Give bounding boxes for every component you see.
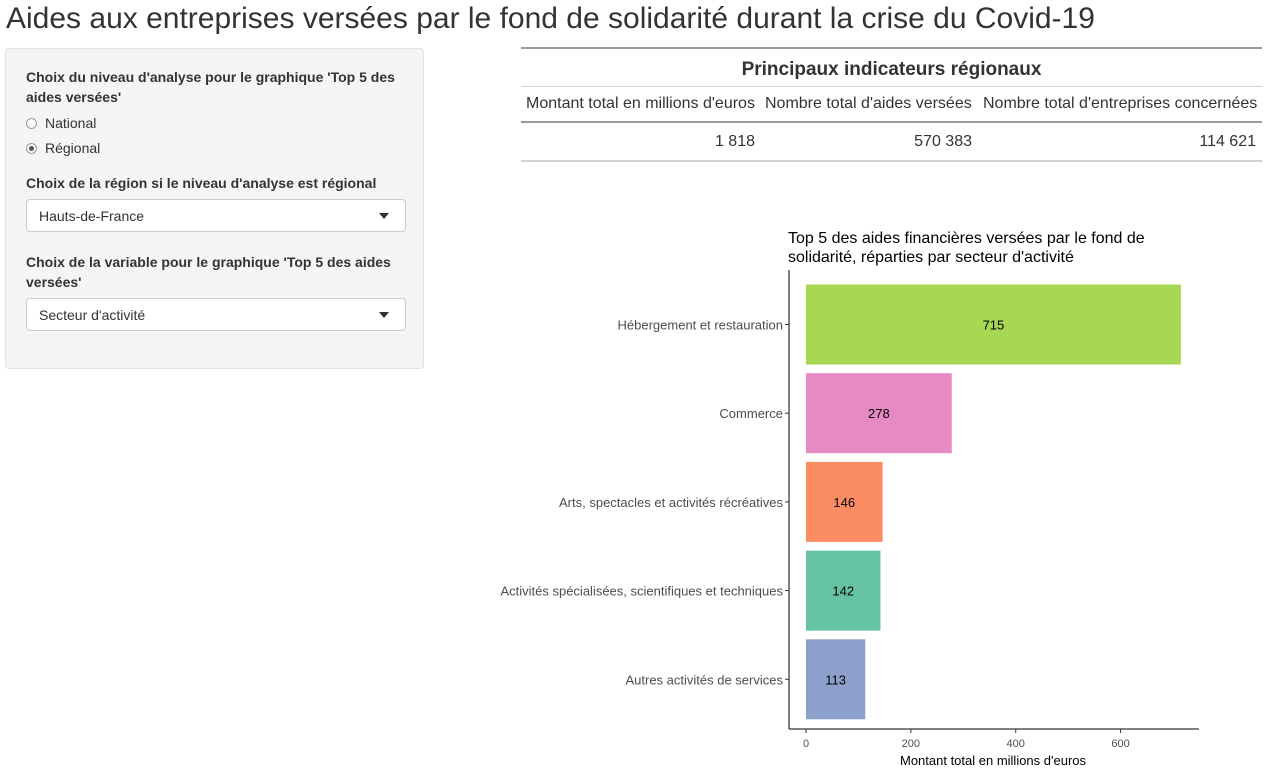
- radio-national-circle[interactable]: [26, 117, 37, 129]
- radio-regional-label: Régional: [45, 140, 101, 156]
- chevron-down-icon: [379, 312, 389, 318]
- region-label: Choix de la région si le niveau d'analys…: [26, 175, 377, 191]
- bar: [806, 284, 1181, 365]
- category-label: Commerce: [719, 406, 783, 421]
- kpi-top-border: [521, 47, 1262, 49]
- bar-value-label: 146: [833, 495, 855, 510]
- sidebar-panel: Choix du niveau d'analyse pour le graphi…: [5, 48, 424, 369]
- radio-national[interactable]: National: [26, 113, 96, 133]
- bar-value-label: 715: [983, 318, 1005, 333]
- bar: [806, 639, 866, 720]
- region-select-value: Hauts-de-France: [39, 208, 145, 224]
- category-label: Autres activités de services: [625, 672, 783, 687]
- kpi-table-title: Principaux indicateurs régionaux: [741, 59, 1042, 80]
- radio-regional[interactable]: Régional: [26, 138, 100, 158]
- bar: [806, 461, 883, 542]
- bar: [806, 373, 952, 454]
- kpi-header-companies: Nombre total d'entreprises concernées: [983, 95, 1258, 112]
- kpi-value-companies: 114 621: [1199, 133, 1256, 150]
- bar-value-label: 278: [868, 406, 890, 421]
- kpi-value-amount: 1 818: [714, 133, 755, 150]
- kpi-value-count: 570 383: [914, 133, 972, 150]
- chevron-down-icon: [379, 213, 389, 219]
- x-axis-title: Montant total en millions d'euros: [900, 753, 1087, 768]
- bar: [806, 550, 881, 631]
- chart-title-line1: Top 5 des aides financières versées par …: [788, 230, 1145, 247]
- page-title: Aides aux entreprises versées par le fon…: [6, 2, 1095, 35]
- x-tick-label: 400: [1007, 738, 1025, 750]
- kpi-divider: [521, 86, 1262, 87]
- category-label: Activités spécialisées, scientifiques et…: [500, 584, 783, 599]
- variable-select[interactable]: Secteur d'activité: [26, 298, 406, 331]
- kpi-bottom-border: [521, 160, 1262, 162]
- bar-value-label: 142: [832, 584, 854, 599]
- kpi-header-border: [521, 121, 1262, 123]
- kpi-header-amount: Montant total en millions d'euros: [526, 95, 755, 112]
- category-label: Arts, spectacles et activités récréative…: [559, 495, 783, 510]
- radio-regional-circle[interactable]: [26, 142, 37, 154]
- radio-national-label: National: [45, 115, 97, 131]
- bar-value-label: 113: [825, 672, 846, 687]
- x-tick-label: 600: [1111, 738, 1129, 750]
- x-tick-label: 200: [902, 738, 920, 750]
- variable-select-value: Secteur d'activité: [39, 307, 146, 323]
- region-select[interactable]: Hauts-de-France: [26, 199, 406, 232]
- x-tick-label: 0: [803, 738, 809, 750]
- variable-label: Choix de la variable pour le graphique '…: [26, 254, 391, 290]
- category-label: Hébergement et restauration: [618, 318, 783, 333]
- level-label: Choix du niveau d'analyse pour le graphi…: [26, 69, 395, 105]
- kpi-header-count: Nombre total d'aides versées: [765, 95, 972, 112]
- chart-title-line2: solidarité, réparties par secteur d'acti…: [788, 249, 1074, 266]
